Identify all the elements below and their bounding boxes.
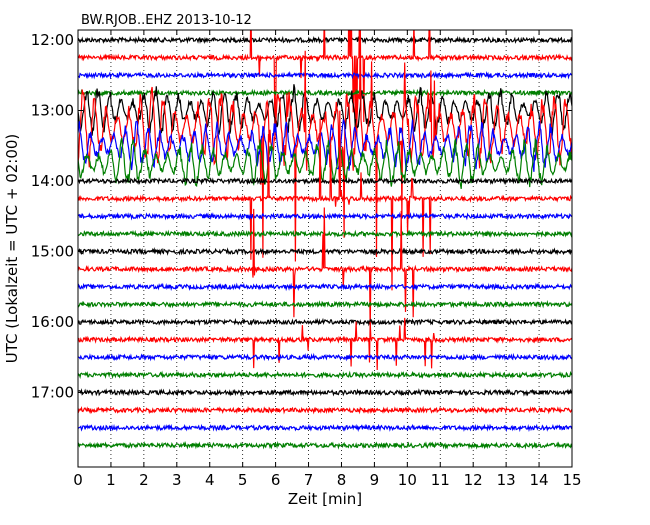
x-tick-label-0: 0 — [73, 471, 83, 489]
y-tick-label-16:00: 16:00 — [31, 313, 74, 331]
trace-7 — [78, 137, 572, 189]
y-tick-label-14:00: 14:00 — [31, 172, 74, 190]
trace-19 — [78, 370, 572, 380]
trace-17 — [78, 317, 572, 371]
trace-23 — [78, 440, 572, 450]
trace-14 — [78, 282, 572, 292]
trace-8 — [78, 176, 572, 186]
trace-16 — [78, 317, 572, 327]
chart-title: BW.RJOB..EHZ 2013-10-12 — [81, 13, 252, 28]
x-tick-label-3: 3 — [172, 471, 182, 489]
x-tick-label-14: 14 — [530, 471, 549, 489]
y-tick-label-12:00: 12:00 — [31, 31, 74, 49]
x-tick-label-5: 5 — [238, 471, 248, 489]
x-tick-label-9: 9 — [370, 471, 380, 489]
x-tick-label-11: 11 — [431, 471, 450, 489]
x-tick-label-13: 13 — [497, 471, 516, 489]
x-axis-label: Zeit [min] — [288, 490, 362, 508]
x-tick-label-1: 1 — [106, 471, 116, 489]
trace-group — [78, 30, 572, 450]
trace-2 — [78, 70, 572, 80]
trace-21 — [78, 405, 572, 415]
plot-frame — [77, 29, 573, 468]
trace-18 — [78, 352, 572, 362]
y-tick-label-13:00: 13:00 — [31, 102, 74, 120]
trace-22 — [78, 423, 572, 433]
trace-10 — [78, 211, 572, 221]
y-tick-label-17:00: 17:00 — [31, 384, 74, 402]
y-axis-label: UTC (Lokalzeit = UTC + 02:00) — [3, 134, 21, 364]
trace-9 — [78, 110, 572, 291]
x-tick-label-8: 8 — [337, 471, 347, 489]
x-axis: 0 1 2 3 4 5 6 7 8 9 10 11 12 13 14 15 — [73, 30, 582, 489]
trace-13 — [78, 207, 572, 332]
y-axis: 12:00 13:00 14:00 15:00 16:00 17:00 — [31, 31, 572, 402]
x-tick-label-2: 2 — [139, 471, 149, 489]
x-tick-label-15: 15 — [562, 471, 581, 489]
trace-15 — [78, 299, 572, 309]
x-tick-label-10: 10 — [398, 471, 417, 489]
trace-1 — [78, 30, 572, 140]
trace-20 — [78, 388, 572, 397]
x-tick-label-12: 12 — [464, 471, 483, 489]
y-tick-label-15:00: 15:00 — [31, 243, 74, 261]
x-tick-label-4: 4 — [205, 471, 215, 489]
x-tick-label-6: 6 — [271, 471, 281, 489]
trace-3 — [78, 88, 572, 98]
x-tick-label-7: 7 — [304, 471, 314, 489]
